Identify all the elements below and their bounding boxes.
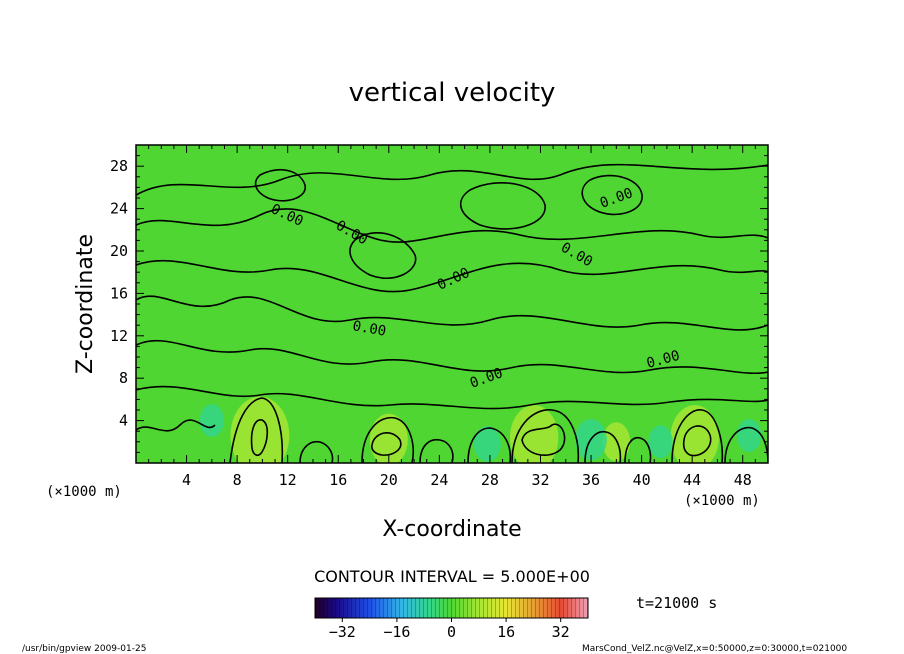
- contour-line: [724, 426, 768, 463]
- contour-line: [349, 231, 417, 280]
- contour-line: [136, 340, 768, 375]
- downdraft-cell: [648, 425, 673, 459]
- x-axis: 4 8 12 16 20 24 28 32 36 40 44 48: [148, 145, 756, 489]
- x-tick-label: 32: [531, 471, 549, 489]
- time-label: t=21000 s: [636, 594, 717, 612]
- colorbar-tick-label: −16: [383, 623, 410, 641]
- field-background: [136, 145, 768, 463]
- contour-line: [136, 385, 768, 410]
- downdraft-cell: [473, 426, 501, 462]
- contour-line: [459, 182, 546, 230]
- contour-line: [419, 438, 454, 463]
- x-tick-label: 36: [582, 471, 600, 489]
- updraft-cell: [230, 396, 290, 463]
- contour-line: [671, 409, 724, 463]
- colorbar: −32 −16 0 16 32: [314, 597, 589, 641]
- y-tick-label: 24: [110, 200, 128, 218]
- x-tick-label: 48: [734, 471, 752, 489]
- contour-line: [136, 208, 768, 243]
- x-tick-label: 8: [233, 471, 242, 489]
- footer-left: /usr/bin/gpview 2009-01-25: [22, 644, 146, 654]
- contour-line: [361, 416, 414, 463]
- x-tick-label: 20: [380, 471, 398, 489]
- x-axis-label: X-coordinate: [382, 517, 521, 542]
- contour-line: [136, 259, 768, 293]
- x-tick-label: 24: [430, 471, 448, 489]
- colorbar-tick-label: −32: [329, 623, 356, 641]
- y-tick-label: 8: [119, 369, 128, 387]
- x-tick-label: 28: [481, 471, 499, 489]
- contour-line: [229, 397, 284, 463]
- contour-line: [682, 425, 712, 457]
- contour-line: [371, 432, 402, 456]
- downdraft-cell: [736, 419, 762, 452]
- colorbar-tick-label: 16: [497, 623, 515, 641]
- y-tick-label: 4: [119, 412, 128, 430]
- contour-line: [511, 409, 580, 463]
- footer-right: MarsCond_VelZ.nc@VelZ,x=0:50000,z=0:3000…: [582, 644, 847, 654]
- colorbar-tick-label: 0: [447, 623, 456, 641]
- y-tick-label: 16: [110, 284, 128, 302]
- contour-line: [521, 423, 566, 456]
- chart-title: vertical velocity: [349, 78, 556, 108]
- contour-line: [581, 174, 643, 216]
- contour-line: [299, 440, 334, 463]
- contour-line: [254, 169, 306, 202]
- contour-line: [624, 436, 652, 463]
- x-tick-label: 16: [329, 471, 347, 489]
- contour-line: [467, 427, 512, 463]
- x-tick-label: 4: [182, 471, 191, 489]
- y-tick-label: 20: [110, 242, 128, 260]
- y-tick-label: 12: [110, 327, 128, 345]
- y-tick-label: 28: [110, 157, 128, 175]
- colorbar-stripes: [315, 598, 588, 618]
- y-axis-unit-right: (×1000 m): [684, 493, 760, 509]
- downdraft-cell: [199, 404, 225, 437]
- contour-line: [136, 163, 768, 196]
- contour-label: 0.00: [351, 318, 387, 340]
- colorbar-tick-label: 32: [552, 623, 570, 641]
- contour-interval-label: CONTOUR INTERVAL = 5.000E+00: [314, 567, 590, 586]
- contour-line: [136, 419, 216, 432]
- x-axis-unit-left: (×1000 m): [46, 484, 122, 500]
- x-tick-label: 40: [633, 471, 651, 489]
- y-axis-label: Z-coordinate: [73, 234, 98, 374]
- y-axis: 4 8 12 16 20 24 28: [110, 155, 768, 453]
- updraft-cell: [509, 405, 559, 463]
- contour-line: [584, 431, 622, 463]
- contour-line: [136, 295, 768, 331]
- contour-line: [250, 419, 269, 456]
- x-tick-label: 12: [279, 471, 297, 489]
- plot-area: 0.00 0.00 0.00 0.00 0.00 0.00 0.00 0.00: [135, 144, 769, 464]
- x-tick-label: 44: [683, 471, 701, 489]
